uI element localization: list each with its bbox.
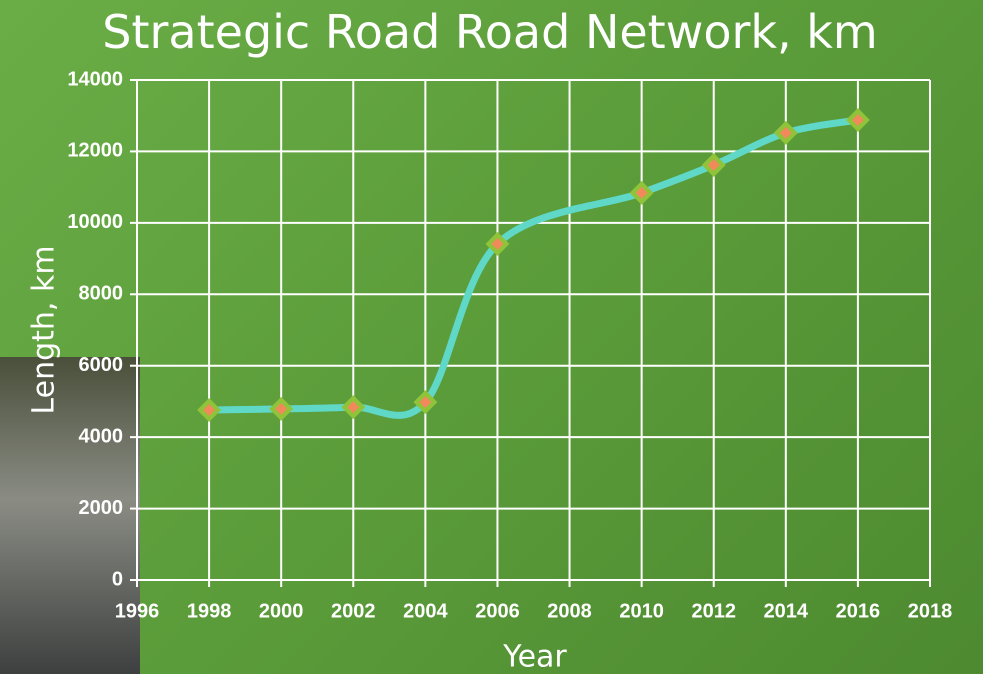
chart-title: Strategic Road Road Network, km (100, 2, 880, 62)
y-tick-label: 10000 (67, 211, 123, 233)
y-tick-label: 14000 (67, 68, 123, 90)
line (209, 120, 858, 415)
y-tick-label: 12000 (67, 140, 123, 162)
x-tick-label: 2008 (547, 600, 592, 622)
y-tick-label: 6000 (79, 354, 124, 376)
x-tick-label: 1996 (115, 600, 160, 622)
y-tick-label: 4000 (79, 425, 124, 447)
x-tick-label: 2014 (764, 600, 809, 622)
y-tick-label: 0 (112, 568, 123, 590)
y-tick-label: 2000 (79, 497, 124, 519)
x-tick-label: 2004 (403, 600, 448, 622)
x-tick-label: 2018 (908, 600, 953, 622)
x-axis-title: Year (502, 640, 567, 674)
x-tick-label: 1998 (187, 600, 232, 622)
x-tick-label: 2002 (331, 600, 376, 622)
x-tick-label: 2006 (475, 600, 520, 622)
y-axis-title: Length, km (27, 245, 62, 414)
y-tick-label: 8000 (79, 283, 124, 305)
chart: Year Length, km 0 2000 4000 6000 8000 10000 12… (0, 0, 983, 674)
x-tick-label: 2016 (836, 600, 881, 622)
x-tick-label: 2012 (691, 600, 736, 622)
x-tick-label: 2000 (259, 600, 304, 622)
slide: Year Length, km 0 2000 4000 6000 8000 10000 12… (0, 0, 983, 674)
x-tick-label: 2010 (619, 600, 664, 622)
